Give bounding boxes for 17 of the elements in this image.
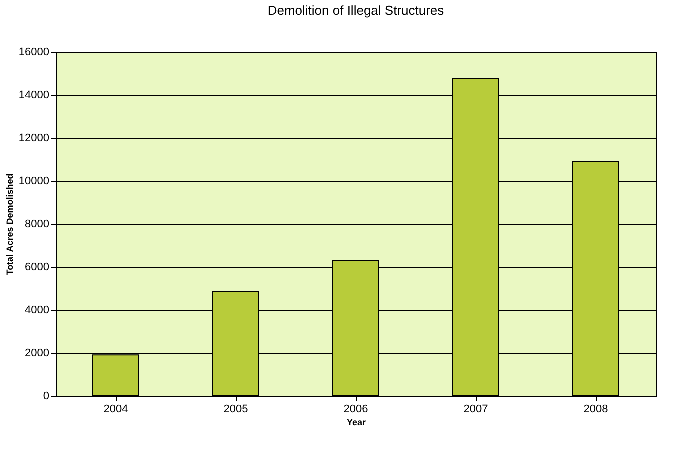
y-tick-label: 10000 bbox=[18, 176, 50, 188]
y-tick-label: 4000 bbox=[25, 304, 50, 316]
y-axis-title: Total Acres Demolished bbox=[4, 174, 15, 276]
x-tick-label: 2004 bbox=[104, 404, 128, 416]
x-tick-label: 2005 bbox=[224, 404, 248, 416]
x-tick-label: 2007 bbox=[464, 404, 488, 416]
x-tick-label: 2008 bbox=[584, 404, 608, 416]
y-tick-label: 8000 bbox=[25, 218, 50, 230]
x-axis-title: Year bbox=[346, 418, 366, 428]
y-tick-label: 2000 bbox=[25, 348, 50, 360]
y-tick-label: 0 bbox=[43, 390, 50, 402]
y-tick-label: 16000 bbox=[18, 46, 50, 58]
y-tick-label: 14000 bbox=[18, 90, 50, 102]
chart-title: Demolition of Illegal Structures bbox=[268, 3, 445, 18]
x-tick-label: 2006 bbox=[344, 404, 368, 416]
y-tick-label: 6000 bbox=[25, 262, 50, 274]
y-tick-label: 12000 bbox=[18, 132, 50, 144]
